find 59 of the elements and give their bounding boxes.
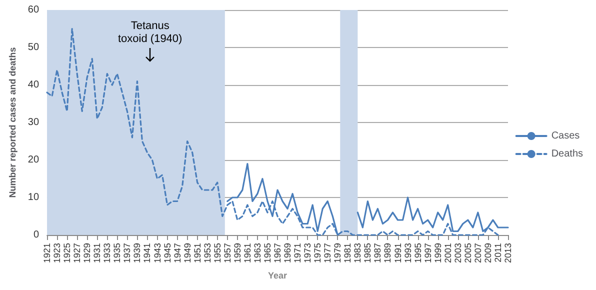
x-tick-label: 1927 xyxy=(72,243,82,264)
x-tick-label: 2011 xyxy=(492,243,503,262)
x-tick-label: 1969 xyxy=(282,243,293,264)
x-tick-label: 1959 xyxy=(232,243,242,264)
x-tick-label: 1949 xyxy=(182,243,192,264)
x-tick-label: 2003 xyxy=(452,243,463,264)
x-tick-label: 1921 xyxy=(42,243,52,264)
x-tick-label: 1953 xyxy=(202,243,212,264)
x-tick-label: 1981 xyxy=(342,243,353,264)
x-tick-label: 1987 xyxy=(372,243,383,264)
legend-label: Cases xyxy=(551,130,580,142)
x-tick-label: 1943 xyxy=(152,243,162,264)
x-tick-label: 1941 xyxy=(142,243,152,264)
x-axis-title: Year xyxy=(268,270,288,280)
x-tick-label: 1985 xyxy=(362,243,373,264)
y-tick-label: 10 xyxy=(28,192,40,203)
x-tick-label: 1935 xyxy=(112,243,122,264)
annotation: Tetanus toxoid (1940) xyxy=(118,20,182,46)
x-tick-label: 1995 xyxy=(412,243,423,264)
x-tick-label: 1977 xyxy=(322,243,333,264)
legend-label: Deaths xyxy=(551,148,584,160)
y-tick-label: 20 xyxy=(28,154,40,166)
x-tick-label: 1957 xyxy=(222,243,232,264)
x-tick-label: 1961 xyxy=(242,243,252,264)
y-tick-label: 40 xyxy=(28,80,40,90)
x-tick-label: 1925 xyxy=(62,243,72,264)
x-tick-label: 1997 xyxy=(422,243,433,264)
y-tick-label: 50 xyxy=(28,42,40,53)
x-tick-label: 1923 xyxy=(52,243,62,264)
x-tick-label: 1951 xyxy=(192,243,202,264)
x-tick-label: 2005 xyxy=(462,243,473,264)
x-tick-label: 1991 xyxy=(392,243,403,264)
x-tick-label: 1983 xyxy=(352,243,363,264)
x-tick-label: 1979 xyxy=(332,243,343,264)
x-tick-label: 1931 xyxy=(92,243,102,264)
x-tick-label: 2007 xyxy=(472,243,483,264)
x-tick-label: 1973 xyxy=(302,243,313,264)
x-tick-label: 1989 xyxy=(382,243,393,264)
x-tick-label: 2013 xyxy=(503,243,513,264)
x-tick-label: 1965 xyxy=(262,243,272,264)
y-tick-label: 30 xyxy=(28,117,40,128)
x-tick-label: 1993 xyxy=(402,243,413,264)
x-tick-label: 1939 xyxy=(132,243,142,264)
x-tick-label: 1945 xyxy=(162,243,172,264)
y-tick-label: 60 xyxy=(28,4,40,16)
x-tick-label: 1999 xyxy=(432,243,443,264)
x-tick-label: 1933 xyxy=(102,243,112,264)
x-tick-label: 1937 xyxy=(122,243,132,264)
x-tick-label: 2009 xyxy=(482,243,493,264)
y-tick-label: 0 xyxy=(33,230,40,240)
x-tick-label: 1967 xyxy=(272,243,283,264)
x-tick-label: 1929 xyxy=(82,243,92,264)
x-tick-label: 1971 xyxy=(292,243,303,264)
y-axis-title: Number reported cases and deaths xyxy=(8,47,18,198)
x-tick-label: 1975 xyxy=(312,243,323,264)
x-tick-label: 1955 xyxy=(212,243,222,264)
x-tick-label: 2001 xyxy=(442,243,453,264)
x-tick-label: 1963 xyxy=(252,243,262,264)
x-tick-label: 1947 xyxy=(172,243,182,264)
